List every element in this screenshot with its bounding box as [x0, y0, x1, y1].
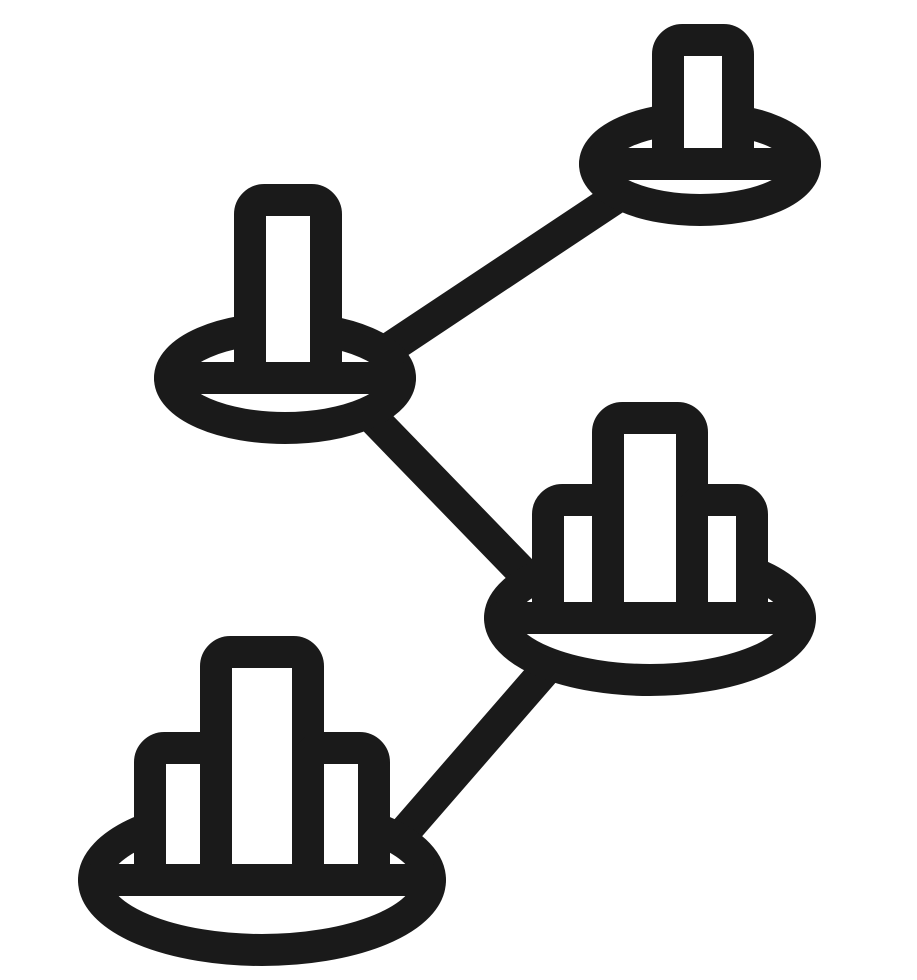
node-upper-left: [170, 200, 400, 428]
node-bottom-left-base-front: [94, 880, 430, 950]
node-upper-left-base-front: [170, 378, 400, 428]
network-diagram: [0, 0, 917, 980]
node-mid-right: [500, 418, 800, 680]
edge-node-top-right-node-upper-left: [390, 195, 620, 348]
edge-node-upper-left-node-mid-right: [370, 415, 530, 580]
edge-node-mid-right-node-bottom-left: [402, 667, 548, 835]
node-bottom-left: [94, 652, 430, 950]
node-upper-left-bar-0: [250, 200, 326, 386]
node-top-right-base-front: [595, 164, 805, 210]
node-top-right: [595, 40, 805, 210]
node-mid-right-base-front: [500, 618, 800, 680]
